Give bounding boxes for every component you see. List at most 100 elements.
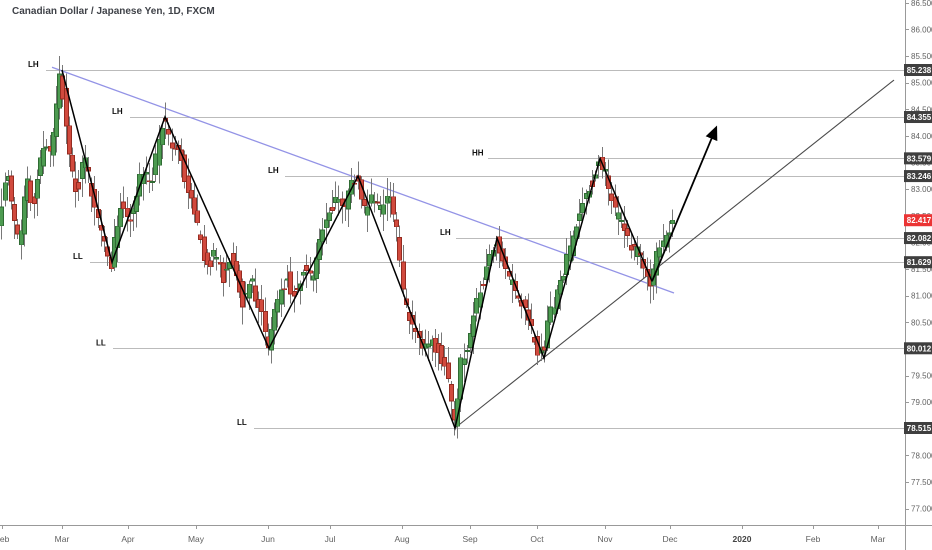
- candle-body: [625, 228, 630, 236]
- candle-body: [211, 249, 216, 257]
- month-label: Mar: [55, 534, 70, 544]
- candle-body: [304, 265, 309, 271]
- candle-body: [288, 271, 293, 295]
- month-label: Mar: [871, 534, 886, 544]
- time-axis[interactable]: Feb Mar Apr May Jun Jul Aug Sep Oct Nov Dec 2020 Feb…: [0, 525, 885, 544]
- price-tick-label: 79.500: [911, 372, 932, 381]
- month-label: Dec: [662, 534, 678, 544]
- swing-label-lh: LH: [28, 60, 39, 69]
- candle-body: [12, 204, 17, 221]
- candle-body: [657, 247, 662, 258]
- price-tick-label: 86.500: [911, 0, 932, 8]
- month-label: Jun: [261, 534, 275, 544]
- candle-body: [128, 219, 133, 222]
- trendlines[interactable]: [51, 66, 895, 429]
- candle-body: [564, 254, 569, 275]
- price-tick-label: 79.000: [911, 398, 932, 407]
- zigzag-line[interactable]: [61, 69, 653, 431]
- swing-label-ll: LL: [73, 252, 83, 261]
- candle-body: [446, 362, 451, 379]
- price-axis[interactable]: 86.500 86.000 85.500 85.000 84.500 84.000 83.5…: [904, 0, 932, 514]
- candle-body: [121, 201, 126, 210]
- price-tick-label: 81.000: [911, 292, 932, 301]
- candle-body: [439, 345, 444, 365]
- candle-body: [70, 154, 75, 172]
- candle-body: [609, 193, 614, 202]
- swing-label-ll: LL: [96, 338, 106, 347]
- candle-body: [166, 129, 171, 135]
- candle-body: [468, 333, 473, 348]
- candle-body: [314, 257, 319, 279]
- candle-body: [112, 237, 117, 268]
- candle-body: [19, 230, 24, 246]
- price-tick-label: 84.500: [911, 105, 932, 114]
- candle-body: [192, 197, 197, 215]
- candle-body: [189, 189, 194, 199]
- candle-body: [362, 199, 367, 206]
- candle-body: [54, 103, 59, 137]
- candle-body: [619, 220, 624, 222]
- candle-body: [500, 248, 505, 262]
- month-label: Apr: [121, 534, 134, 544]
- candle-body: [346, 190, 351, 210]
- candle-body: [263, 311, 268, 333]
- candle-body: [622, 223, 627, 231]
- candle-body: [214, 257, 219, 260]
- candle-body: [22, 196, 27, 235]
- projection-arrow[interactable]: [651, 125, 718, 282]
- candle-body: [324, 219, 329, 229]
- price-badge-label: 80.012: [907, 344, 932, 353]
- level-price-badge: [904, 232, 932, 245]
- candle-body: [170, 142, 175, 149]
- candle-body: [327, 212, 332, 221]
- candle-body: [465, 350, 470, 352]
- symbol-title[interactable]: Canadian Dollar / Japanese Yen, 1D, FXCM: [12, 6, 215, 17]
- candle-body: [365, 206, 370, 216]
- swing-label-hh: HH: [472, 148, 484, 157]
- candle-body: [208, 260, 213, 268]
- month-label: May: [188, 534, 205, 544]
- candle-body: [195, 210, 200, 224]
- price-badge-label: 83.579: [907, 154, 932, 163]
- candle-body: [150, 181, 155, 183]
- level-price-badge: [904, 64, 932, 76]
- price-badge-label: 82.082: [907, 234, 932, 243]
- candle-body: [613, 196, 618, 208]
- month-label: Nov: [597, 534, 613, 544]
- level-price-badge: [904, 152, 932, 165]
- price-tick-label: 84.000: [911, 132, 932, 141]
- year-label: 2020: [733, 534, 752, 544]
- price-badge-label: 85.238: [907, 66, 932, 75]
- level-price-badge: [904, 421, 932, 434]
- candle-body: [478, 292, 483, 308]
- zigzag-structure[interactable]: [61, 69, 718, 431]
- candle-body: [80, 162, 85, 179]
- level-price-badge: [904, 170, 932, 183]
- candle-body: [670, 219, 675, 225]
- candle-body: [275, 298, 280, 313]
- candle-body: [369, 194, 374, 204]
- candle-body: [279, 289, 284, 305]
- candle-body: [41, 147, 46, 167]
- candle-body: [157, 138, 162, 166]
- candle-body: [616, 212, 621, 220]
- candle-body: [250, 278, 255, 282]
- trendline-ascending-support[interactable]: [454, 79, 895, 429]
- candle-body: [455, 398, 460, 427]
- candle-body: [654, 250, 659, 276]
- candle-body: [205, 252, 210, 266]
- candle-body: [202, 236, 207, 261]
- candle-body: [462, 358, 467, 365]
- candle-body: [397, 237, 402, 261]
- swing-label-lh: LH: [112, 107, 123, 116]
- candle-body: [272, 308, 277, 331]
- candle-body: [391, 196, 396, 215]
- month-label: Feb: [0, 534, 10, 544]
- swing-level-lines[interactable]: [46, 70, 905, 429]
- candle-body: [301, 271, 306, 276]
- candle-body: [186, 175, 191, 193]
- candles-layer: [0, 55, 675, 439]
